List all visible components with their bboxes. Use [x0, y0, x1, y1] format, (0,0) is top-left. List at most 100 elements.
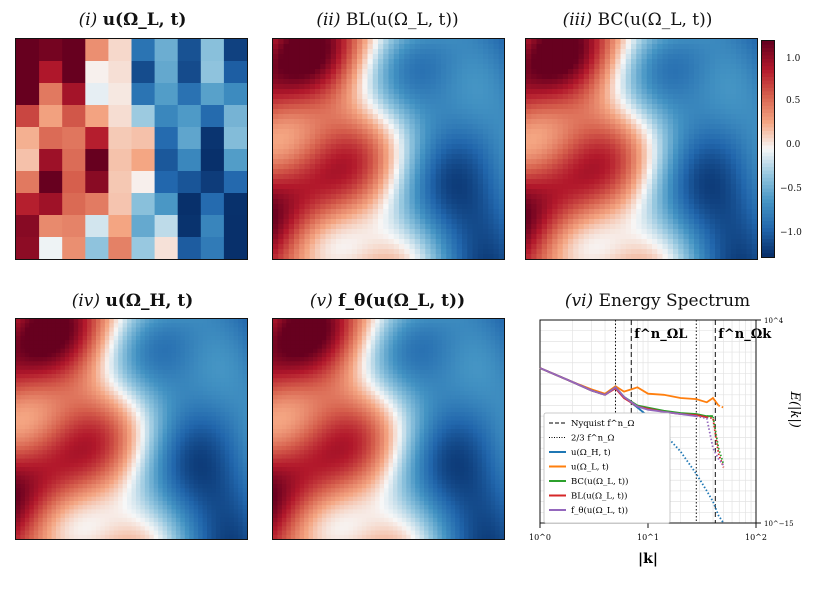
heatmap-cell [472, 249, 479, 255]
heatmap-cell [620, 49, 627, 55]
heatmap-cell [294, 119, 300, 125]
heatmap-cell [704, 104, 711, 110]
heatmap-cell [751, 49, 757, 55]
heatmap-cell [409, 59, 416, 65]
heatmap-cell [736, 254, 742, 259]
heatmap-cell [393, 254, 400, 259]
heatmap-cell [678, 104, 685, 110]
heatmap-cell [620, 239, 627, 245]
heatmap-cell [55, 374, 62, 379]
heatmap-cell [594, 154, 601, 160]
heatmap-cell [351, 139, 358, 145]
heatmap-cell [154, 105, 179, 128]
heatmap-cell [372, 94, 379, 100]
heatmap-cell [694, 184, 700, 190]
heatmap-cell [320, 119, 327, 125]
heatmap-cell [541, 234, 548, 240]
heatmap-cell [599, 214, 606, 220]
heatmap-cell [483, 204, 489, 210]
heatmap-cell [741, 109, 748, 115]
heatmap-cell [341, 119, 348, 125]
heatmap-cell [378, 224, 384, 230]
heatmap-cell [472, 239, 479, 245]
heatmap-cell [383, 89, 390, 95]
heatmap-cell [725, 59, 732, 65]
heatmap-cell [694, 234, 700, 240]
heatmap-cell [131, 335, 137, 341]
heatmap-cell [673, 224, 679, 230]
heatmap-cell [498, 69, 504, 75]
heatmap-cell [198, 319, 204, 324]
heatmap-cell [404, 134, 411, 140]
heatmap-cell [309, 249, 316, 255]
heatmap-cell [667, 184, 674, 190]
heatmap-cell [678, 154, 685, 160]
heatmap-cell [541, 74, 548, 80]
heatmap-cell [238, 344, 244, 350]
heatmap-cell [730, 44, 737, 50]
heatmap-cell [404, 224, 411, 230]
heatmap-cell [60, 395, 66, 400]
heatmap-cell [383, 199, 390, 205]
heatmap-cell [378, 109, 384, 115]
heatmap-cell [678, 69, 685, 75]
heatmap-cell [552, 189, 559, 195]
heatmap-cell [531, 199, 538, 205]
heatmap-cell [573, 59, 580, 65]
heatmap-cell [288, 189, 295, 195]
heatmap-cell [362, 219, 369, 225]
heatmap-cell [399, 179, 405, 185]
heatmap-cell [42, 340, 48, 345]
heatmap-cell [709, 179, 716, 185]
heatmap-cell [720, 134, 727, 140]
heatmap-cell [100, 378, 106, 384]
heatmap-cell [751, 189, 757, 195]
heatmap-cell [736, 209, 742, 215]
heatmap-cell [725, 54, 732, 60]
heatmap-cell [435, 234, 442, 240]
heatmap-cell [736, 204, 742, 210]
heatmap-cell [420, 114, 426, 120]
heatmap-cell [140, 348, 146, 354]
heatmap-cell [678, 219, 685, 225]
heatmap-cell [69, 340, 75, 345]
heatmap-cell [233, 395, 239, 400]
heatmap-cell [662, 159, 669, 165]
heatmap-cell [483, 84, 489, 90]
heatmap-cell [462, 219, 468, 225]
heatmap-cell [667, 244, 674, 250]
heatmap-cell [153, 327, 159, 333]
heatmap-cell [198, 390, 204, 396]
heatmap-cell [578, 254, 585, 259]
heatmap-cell [441, 94, 447, 100]
heatmap-cell [320, 254, 327, 259]
heatmap-cell [562, 134, 569, 140]
heatmap-cell [715, 154, 721, 160]
heatmap-cell [751, 169, 757, 175]
heatmap-cell [309, 149, 316, 155]
heatmap-cell [493, 179, 500, 185]
heatmap-cell [82, 386, 88, 392]
heatmap-cell [488, 54, 495, 60]
heatmap-cell [741, 154, 748, 160]
heatmap-cell [330, 39, 337, 45]
heatmap-cell [158, 340, 164, 345]
heatmap-cell [299, 49, 306, 55]
heatmap-cell [573, 124, 580, 130]
heatmap-cell [414, 229, 421, 235]
heatmap-cell [493, 229, 500, 235]
heatmap-cell [33, 319, 39, 324]
heatmap-cell [383, 189, 390, 195]
heatmap-cell [725, 104, 732, 110]
heatmap-cell [599, 89, 606, 95]
heatmap-cell [273, 184, 279, 190]
heatmap-cell [73, 357, 79, 362]
heatmap-cell [399, 94, 405, 100]
heatmap-cell [657, 174, 664, 180]
heatmap-cell [526, 114, 532, 120]
heatmap-cell [320, 164, 327, 170]
heatmap-cell [104, 344, 110, 350]
heatmap-cell [144, 382, 150, 388]
heatmap-cell [699, 244, 706, 250]
heatmap-cell [688, 139, 695, 145]
